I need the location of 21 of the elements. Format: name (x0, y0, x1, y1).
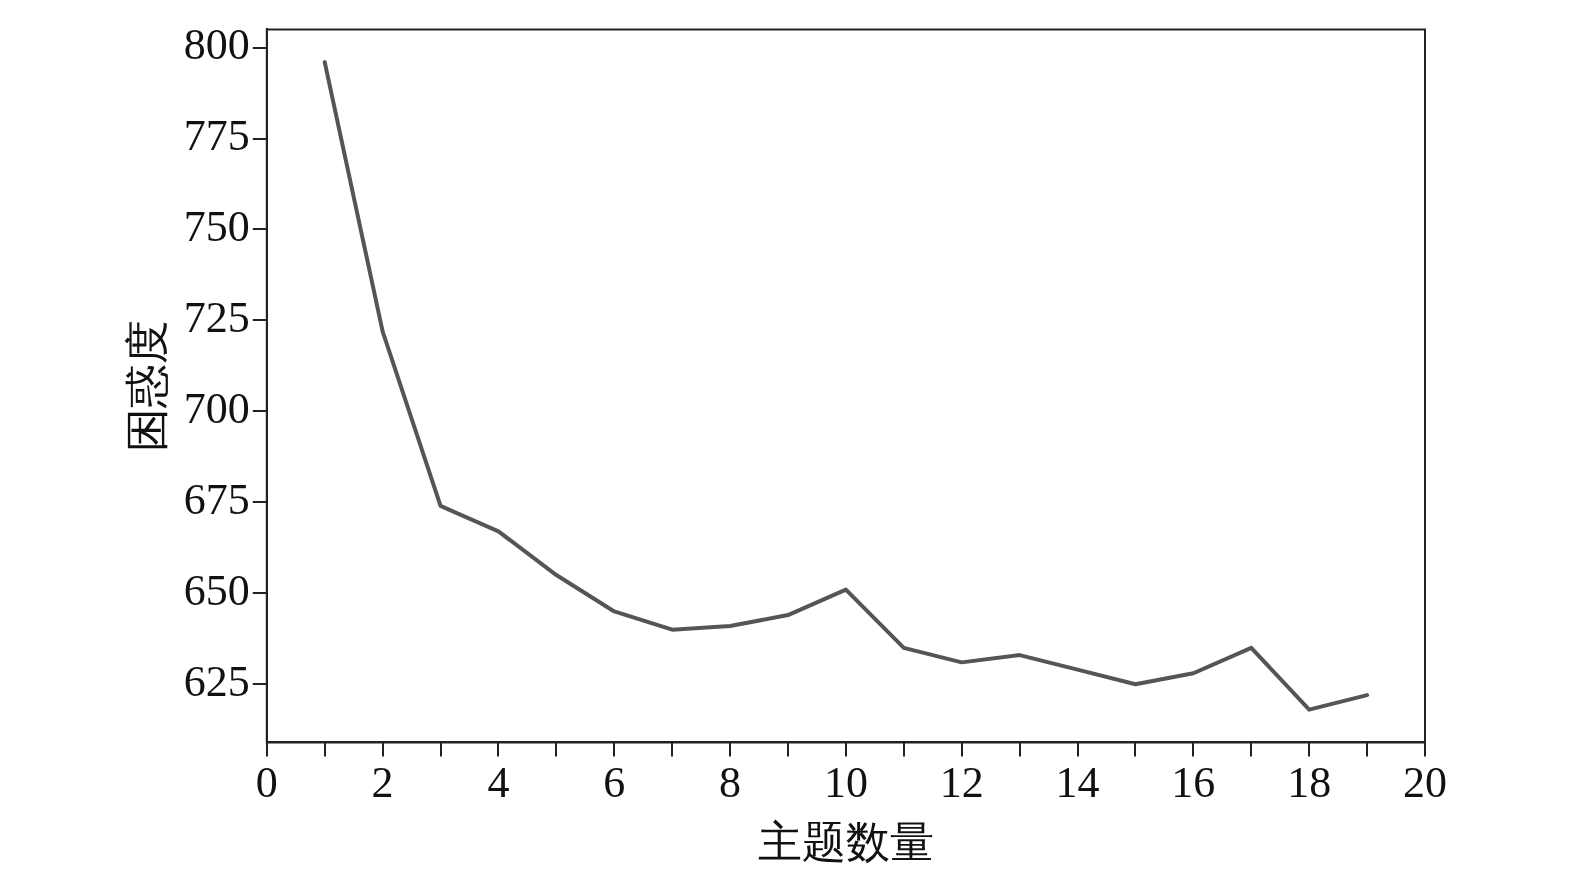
x-tick-label: 2 (371, 758, 394, 808)
x-tick-label: 14 (1055, 758, 1100, 808)
x-tick-label: 4 (487, 758, 510, 808)
y-tick-label: 700 (183, 383, 250, 433)
x-tick-label: 16 (1171, 758, 1216, 808)
x-tick-label: 20 (1403, 758, 1447, 808)
y-tick-label: 675 (183, 474, 250, 524)
y-tick-label: 650 (183, 565, 250, 615)
y-tick-label: 725 (183, 292, 250, 342)
y-tick-label: 625 (183, 656, 250, 706)
x-axis-title: 主题数量 (757, 818, 934, 868)
x-tick-label: 8 (719, 758, 742, 808)
x-tick-label: 18 (1287, 758, 1332, 808)
x-tick-label: 10 (823, 758, 868, 808)
x-tick-label: 0 (255, 758, 278, 808)
y-tick-label: 775 (183, 111, 250, 161)
x-tick-label: 12 (939, 758, 984, 808)
x-tick-label: 6 (603, 758, 626, 808)
y-tick-label: 750 (183, 202, 250, 252)
y-tick-label: 800 (183, 20, 250, 70)
y-axis-title: 困惑度 (122, 319, 172, 452)
